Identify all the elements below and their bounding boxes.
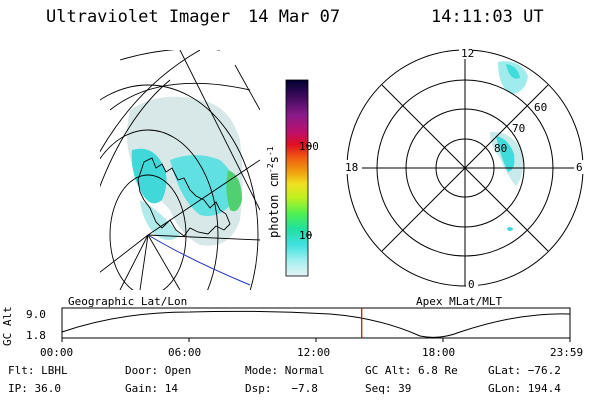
lat-label-80: 80	[494, 142, 507, 155]
door-info: Door: Open	[125, 364, 192, 377]
x-tick-0600: 06:00	[168, 346, 202, 359]
svg-text:photon cm-2s-1: photon cm-2s-1	[266, 146, 281, 238]
instrument-title: Ultraviolet Imager	[46, 7, 231, 27]
filter-info: Flt: LBHL	[8, 364, 68, 377]
colorbar: 100 10 photon cm-2s-1	[266, 79, 318, 277]
orbit-timeline: GC Alt 9.0 1.8	[1, 306, 571, 346]
lat-lon-grid	[100, 50, 260, 290]
gc-alt-axis-label: GC Alt	[1, 306, 14, 346]
glon-info: GLon: 194.4	[488, 382, 561, 395]
polar-aurora	[490, 61, 528, 231]
x-tick-2359: 23:59	[550, 346, 584, 359]
seq-info: Seq: 39	[365, 382, 412, 395]
x-tick-1200: 12:00	[297, 346, 331, 359]
coastline	[137, 157, 231, 237]
aurora-emission	[126, 96, 243, 246]
polar-mlt-plot: 12 18 6 0 60 70 80	[344, 47, 586, 291]
mlt-label-6: 6	[576, 161, 583, 174]
glat-info: GLat: −76.2	[488, 364, 561, 377]
dsp-info: Dsp: −7.8	[245, 382, 318, 395]
colorbar-tick-10: 10	[299, 229, 312, 242]
mode-info: Mode: Normal	[245, 364, 325, 377]
mlt-label-12: 12	[461, 47, 474, 60]
y-tick-1-8: 1.8	[26, 329, 46, 342]
lat-label-70: 70	[512, 122, 525, 135]
mlt-label-0: 0	[468, 278, 475, 291]
x-tick-1800: 18:00	[422, 346, 456, 359]
x-tick-0000: 00:00	[40, 346, 74, 359]
apex-label: Apex MLat/MLT	[416, 295, 503, 308]
x-ticks	[61, 338, 571, 342]
geographic-map	[100, 50, 260, 290]
time-label: 14:11:03 UT	[431, 7, 544, 27]
altitude-curve	[61, 310, 571, 338]
terminator-line	[147, 234, 251, 286]
lat-label-60: 60	[534, 101, 547, 114]
colorbar-label: photon cm-2s-1	[266, 146, 281, 238]
geographic-label: Geographic Lat/Lon	[68, 295, 188, 308]
mlt-label-18: 18	[345, 161, 358, 174]
gc-alt-info: GC Alt: 6.8 Re	[365, 364, 458, 377]
date-label: 14 Mar 07	[248, 7, 341, 27]
ip-info: IP: 36.0	[8, 382, 61, 395]
gain-info: Gain: 14	[125, 382, 178, 395]
colorbar-tick-100: 100	[299, 140, 318, 153]
y-tick-9: 9.0	[26, 308, 46, 321]
